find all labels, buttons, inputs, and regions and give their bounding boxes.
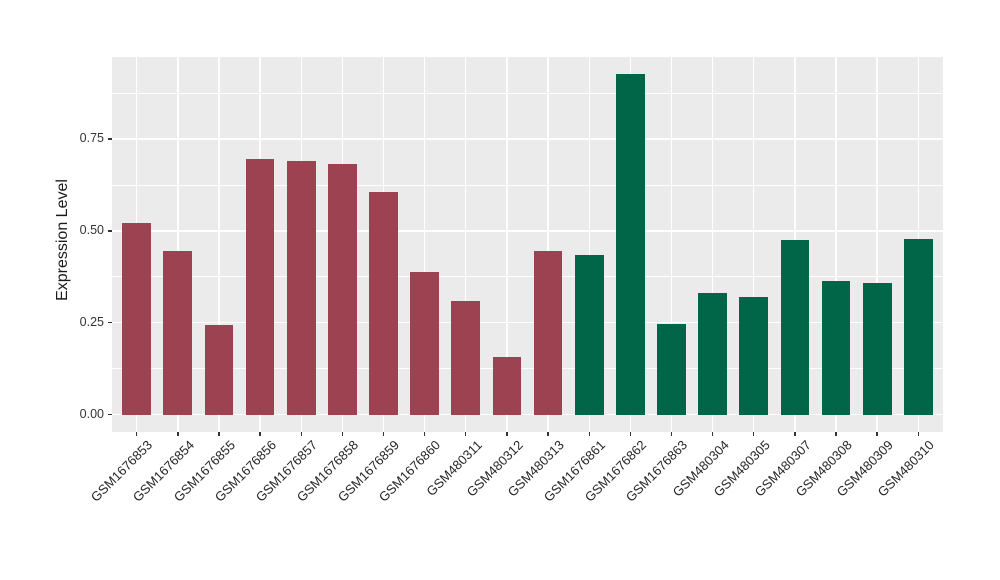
vertical-gridline — [547, 57, 549, 432]
bar-GSM480313 — [533, 251, 563, 415]
x-tick — [711, 432, 714, 436]
vertical-gridline — [423, 57, 426, 432]
y-tick — [108, 414, 112, 416]
y-tick — [108, 322, 112, 324]
x-tick — [177, 432, 179, 436]
x-tick — [876, 432, 878, 436]
minor-gridline — [112, 368, 943, 370]
y-tick-label: 0.50 — [79, 223, 104, 238]
bar-GSM480304 — [698, 293, 728, 415]
minor-gridline — [112, 184, 943, 186]
vertical-gridline — [465, 57, 467, 432]
y-tick-label: 0.25 — [79, 315, 104, 330]
bar-GSM480310 — [903, 238, 933, 415]
x-tick — [506, 432, 508, 436]
major-gridline — [112, 322, 943, 324]
plot-panel — [112, 57, 943, 432]
bar-GSM480309 — [862, 283, 892, 415]
x-tick — [259, 432, 261, 436]
bar-GSM480308 — [821, 280, 851, 415]
major-gridline — [112, 230, 943, 232]
vertical-gridline — [506, 57, 508, 432]
y-axis-title: Expression Level — [54, 179, 71, 301]
bar-GSM1676862 — [615, 74, 645, 415]
minor-gridline — [112, 276, 943, 278]
vertical-gridline — [218, 57, 220, 432]
x-tick — [917, 432, 919, 436]
bar-GSM480305 — [739, 297, 769, 415]
y-tick — [108, 138, 112, 140]
x-tick — [629, 432, 632, 436]
x-tick — [753, 432, 755, 436]
y-tick-label: 0.00 — [79, 407, 104, 422]
vertical-gridline — [835, 57, 837, 432]
x-tick — [835, 432, 837, 436]
bar-GSM1676853 — [122, 223, 152, 415]
x-tick — [588, 432, 590, 436]
x-tick — [218, 432, 220, 436]
x-tick — [423, 432, 426, 436]
bar-GSM1676861 — [574, 254, 604, 415]
bar-GSM1676856 — [245, 158, 275, 415]
bar-GSM1676857 — [286, 161, 316, 415]
vertical-gridline — [753, 57, 755, 432]
bar-GSM480312 — [492, 356, 522, 415]
vertical-gridline — [876, 57, 878, 432]
bar-GSM1676860 — [410, 272, 440, 415]
x-tick — [670, 432, 673, 436]
minor-gridline — [112, 92, 943, 94]
vertical-gridline — [670, 57, 673, 432]
y-tick — [108, 230, 112, 232]
bar-GSM480311 — [451, 301, 481, 415]
vertical-gridline — [711, 57, 714, 432]
major-gridline — [112, 138, 943, 140]
y-tick-label: 0.75 — [79, 131, 104, 146]
x-tick — [300, 432, 302, 436]
x-tick — [135, 432, 138, 436]
x-tick — [341, 432, 344, 436]
vertical-gridline — [588, 57, 590, 432]
bar-GSM480307 — [780, 239, 810, 415]
bar-GSM1676855 — [204, 324, 234, 415]
vertical-gridline — [177, 57, 179, 432]
major-gridline — [112, 414, 943, 416]
bar-GSM1676859 — [369, 191, 398, 415]
bar-GSM1676854 — [163, 250, 193, 415]
x-tick — [794, 432, 796, 436]
x-tick — [547, 432, 549, 436]
x-tick — [465, 432, 467, 436]
bar-GSM1676863 — [657, 324, 686, 415]
x-tick — [382, 432, 385, 436]
bar-GSM1676858 — [327, 164, 357, 415]
